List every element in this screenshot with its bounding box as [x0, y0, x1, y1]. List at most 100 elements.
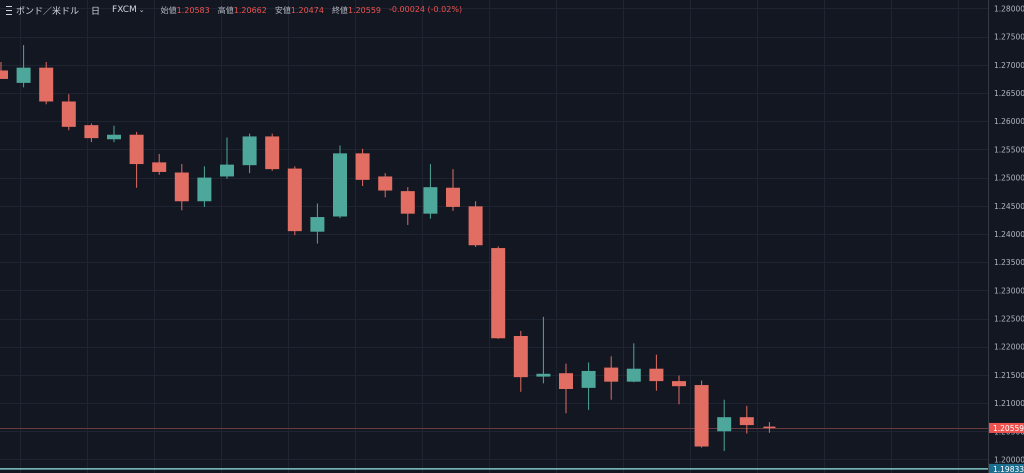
price-tick-label: 1.25000: [994, 174, 1024, 183]
price-tick-label: 1.22000: [994, 343, 1024, 352]
price-axis[interactable]: 1.28000 1.27500 1.27000 1.26500 1.26000 1.255…: [989, 4, 1024, 464]
candle[interactable]: [581, 362, 596, 410]
candle[interactable]: [468, 201, 483, 247]
candle[interactable]: [626, 343, 641, 383]
candle-body: [84, 125, 99, 139]
candle[interactable]: [717, 399, 732, 452]
ohlc-values: 始値1.20583 高値1.20662 安値1.20474 終値1.20559 …: [161, 5, 462, 16]
candle-body: [220, 164, 234, 177]
candle[interactable]: [174, 164, 189, 211]
candle-body: [536, 373, 551, 377]
candle[interactable]: [378, 173, 393, 198]
candle-body: [717, 417, 732, 432]
candle[interactable]: [694, 380, 709, 448]
symbol-title[interactable]: ポンド／米ドル: [6, 4, 79, 17]
candle-body: [446, 187, 460, 207]
open-label: 始値: [160, 5, 177, 15]
candle[interactable]: [491, 246, 506, 339]
candle[interactable]: [39, 62, 54, 105]
price-tick-label: 1.28000: [994, 4, 1024, 13]
source-selector[interactable]: FXCM ⌄: [112, 5, 145, 15]
price-tick-label: 1.21000: [994, 399, 1024, 408]
high-value: 1.20662: [233, 5, 267, 15]
candle[interactable]: [672, 375, 686, 405]
candle[interactable]: [649, 354, 664, 391]
price-tick-label: 1.26000: [994, 117, 1024, 126]
candle-body: [378, 176, 393, 191]
candle[interactable]: [310, 203, 325, 244]
candle-body: [310, 217, 325, 232]
open-item: 始値1.20583: [161, 5, 210, 16]
change-value: -0.00024 (-0.02%): [389, 4, 463, 14]
candle[interactable]: [220, 137, 234, 179]
candle[interactable]: [536, 316, 551, 384]
candles-group[interactable]: [0, 45, 776, 452]
candle-body: [604, 367, 619, 382]
candle[interactable]: [513, 330, 528, 392]
candle-body: [581, 370, 596, 388]
candle-body: [626, 368, 641, 382]
close-item: 終値1.20559: [332, 5, 381, 16]
price-tick-label: 1.22500: [994, 315, 1024, 324]
candle[interactable]: [423, 164, 438, 219]
candle[interactable]: [16, 45, 31, 88]
candle[interactable]: [152, 153, 167, 175]
candle[interactable]: [333, 145, 347, 219]
candle[interactable]: [763, 422, 776, 433]
close-value: 1.20559: [347, 5, 382, 15]
candle-body: [355, 153, 370, 180]
marker-price-line: 1.19833: [0, 463, 1024, 473]
candle[interactable]: [84, 123, 99, 143]
timeframe-label[interactable]: 日: [91, 6, 101, 17]
candle[interactable]: [355, 148, 370, 187]
low-label: 安値: [274, 5, 291, 15]
candle-body: [468, 206, 483, 246]
marker-badge-bg: [989, 463, 1024, 473]
chevron-down-icon[interactable]: ⌄: [138, 6, 145, 14]
candle[interactable]: [400, 187, 415, 225]
candle-body: [333, 153, 347, 217]
candle-body: [197, 177, 212, 202]
candle[interactable]: [197, 166, 212, 207]
candle-body: [423, 187, 438, 214]
candle-body: [672, 381, 686, 387]
candle-body: [739, 417, 754, 426]
candle-body: [174, 172, 189, 202]
high-label: 高値: [217, 5, 234, 15]
symbol-label[interactable]: ポンド／米ドル: [16, 6, 80, 17]
candle[interactable]: [287, 166, 302, 236]
price-tick-label: 1.20000: [994, 455, 1024, 464]
marker-badge-text: 1.19833: [993, 465, 1024, 473]
candle-body: [287, 168, 302, 232]
candle[interactable]: [446, 169, 460, 211]
last-price-badge-bg: [989, 422, 1024, 433]
candle-body: [694, 385, 709, 447]
menu-icon[interactable]: [6, 5, 12, 15]
source-label[interactable]: FXCM: [112, 5, 137, 15]
ohlc-header: ポンド／米ドル 日 FXCM ⌄ 始値1.20583 高値1.20662 安値1…: [0, 0, 462, 20]
candle[interactable]: [107, 125, 121, 143]
candle[interactable]: [61, 94, 76, 131]
price-tick-label: 1.25500: [994, 145, 1024, 154]
grid-lines: [0, 0, 988, 473]
candle[interactable]: [604, 356, 619, 400]
candle-body: [39, 67, 54, 102]
candle[interactable]: [242, 133, 257, 174]
last-price-badge-text: 1.20559: [993, 424, 1024, 433]
candle[interactable]: [129, 131, 144, 188]
price-tick-label: 1.26500: [994, 89, 1024, 98]
low-item: 安値1.20474: [275, 5, 324, 16]
candle-body: [513, 336, 528, 378]
candle-body: [559, 373, 573, 389]
candle-body: [491, 248, 506, 339]
candle-body: [649, 368, 664, 382]
price-tick-label: 1.24000: [994, 230, 1024, 239]
candle-body: [0, 70, 8, 79]
candle-body: [61, 101, 76, 127]
candle[interactable]: [265, 133, 280, 171]
candle[interactable]: [739, 405, 754, 434]
candle[interactable]: [559, 363, 573, 414]
candle[interactable]: [0, 62, 8, 79]
